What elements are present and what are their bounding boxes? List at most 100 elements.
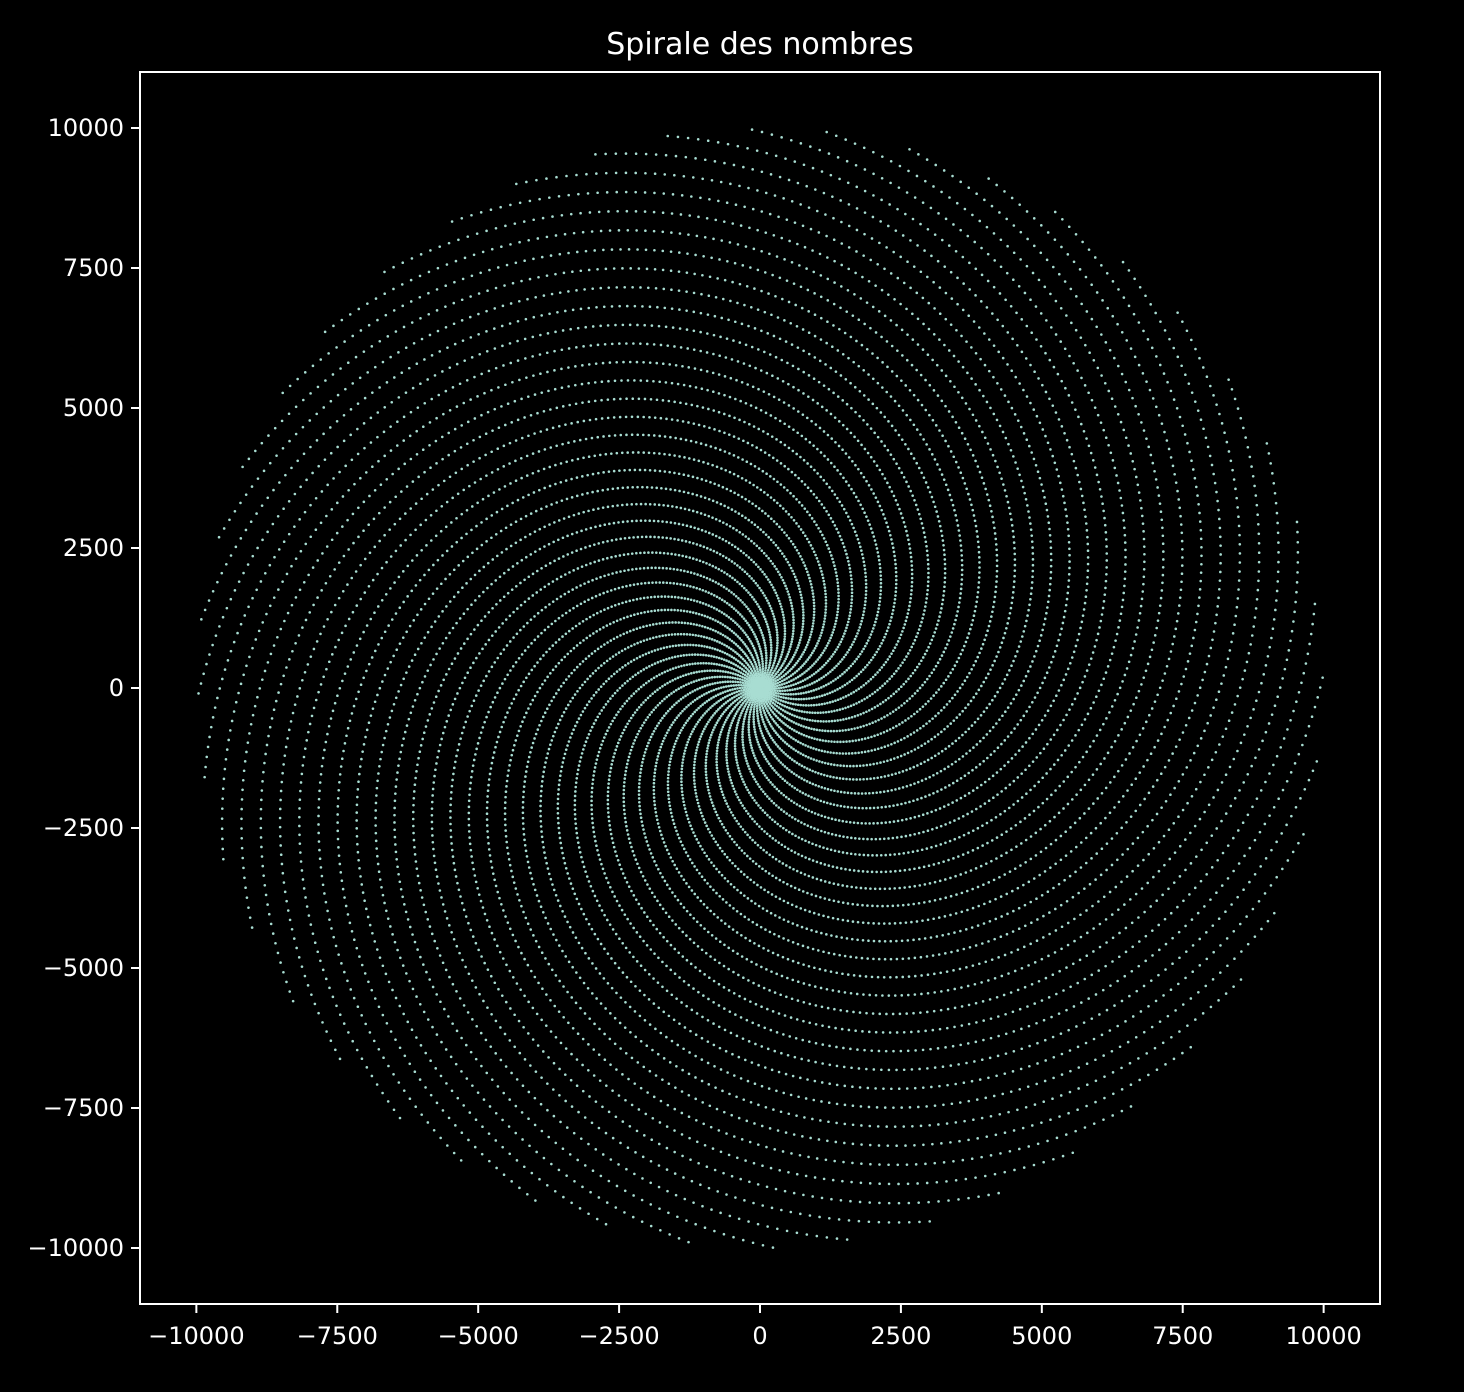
scatter-point [484,643,487,646]
scatter-point [593,894,597,898]
scatter-point [770,799,773,803]
scatter-point [745,460,749,463]
scatter-point [756,699,759,703]
scatter-point [844,728,847,732]
scatter-point [780,679,784,683]
scatter-point [801,622,805,626]
scatter-point [780,720,783,723]
scatter-point [786,689,789,692]
scatter-point [703,424,706,428]
scatter-point [841,672,844,676]
scatter-point [635,627,639,631]
scatter-point [797,584,800,588]
scatter-point [805,643,809,647]
scatter-point [655,863,658,867]
scatter-point [913,832,916,836]
scatter-point [607,811,610,814]
scatter-point [706,683,709,687]
scatter-point [615,635,619,639]
scatter-point [889,619,892,623]
scatter-point [791,635,794,638]
scatter-point [877,647,880,651]
scatter-point [778,549,782,553]
scatter-point [837,594,840,598]
scatter-point [674,436,677,440]
scatter-point [1001,714,1004,718]
scatter-point [801,753,805,757]
scatter-point [838,777,842,780]
scatter-point [875,547,879,550]
scatter-point [724,701,728,704]
scatter-point [769,496,773,499]
scatter-point [1005,673,1009,677]
scatter-point [955,660,959,664]
scatter-point [526,621,529,625]
scatter-point [562,711,566,714]
scatter-point [736,721,740,725]
scatter-point [668,470,671,474]
scatter-point [750,662,754,666]
scatter-point [856,821,860,825]
scatter-point [850,591,854,595]
scatter-point [793,663,797,667]
scatter-point [766,493,769,497]
scatter-point [651,856,655,859]
scatter-point [502,648,506,651]
scatter-point [755,486,759,489]
scatter-point [709,885,712,888]
scatter-point [558,778,561,782]
scatter-point [927,567,930,570]
scatter-point [829,751,832,754]
scatter-point [991,664,994,667]
scatter-point [803,671,806,674]
scatter-point [732,787,736,791]
scatter-point [792,428,795,431]
scatter-point [771,562,775,565]
scatter-point [868,661,871,664]
scatter-point [596,647,600,651]
scatter-point [921,526,925,530]
scatter-point [559,769,563,773]
scatter-point [695,586,698,590]
scatter-point [673,947,677,951]
scatter-point [732,435,736,438]
scatter-point [726,736,729,740]
scatter-point [739,655,743,659]
scatter-point [740,476,744,480]
scatter-point [581,710,585,713]
scatter-point [830,554,833,557]
scatter-point [717,699,720,703]
scatter-point [695,558,698,561]
scatter-point [781,670,784,673]
scatter-point [639,669,643,673]
scatter-point [647,581,651,585]
scatter-point [669,811,673,815]
scatter-point [949,635,952,638]
scatter-point [790,758,794,761]
scatter-point [940,709,943,712]
scatter-point [664,621,668,625]
scatter-point [952,857,955,860]
scatter-point [783,682,786,685]
scatter-point [656,755,660,758]
scatter-point [976,595,979,599]
scatter-point [747,725,751,729]
scatter-point [727,684,731,688]
scatter-point [741,601,744,604]
scatter-point [869,633,873,636]
scatter-point [698,686,702,690]
scatter-point [943,571,947,575]
scatter-point [904,801,907,805]
scatter-point [741,735,744,739]
scatter-point [738,661,742,664]
scatter-point [928,490,932,494]
scatter-point [860,751,864,754]
scatter-point [786,488,789,492]
scatter-point [928,674,931,678]
scatter-point [783,443,787,447]
scatter-point [562,856,565,860]
scatter-point [637,729,641,733]
scatter-point [692,622,696,626]
scatter-point [765,659,768,662]
scatter-point [745,688,748,691]
